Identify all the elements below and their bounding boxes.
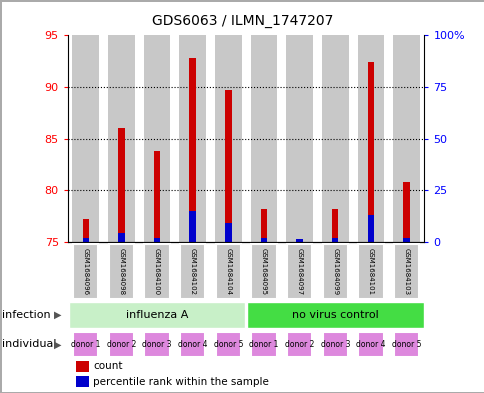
Text: no virus control: no virus control <box>291 310 378 320</box>
Bar <box>143 35 170 242</box>
Bar <box>393 332 418 357</box>
Bar <box>225 90 231 242</box>
Text: donor 5: donor 5 <box>213 340 242 349</box>
Bar <box>189 58 196 242</box>
Bar <box>108 244 134 299</box>
Bar <box>358 244 383 299</box>
Bar <box>108 332 134 357</box>
Bar <box>118 233 124 242</box>
Bar <box>403 237 409 242</box>
Bar <box>367 62 373 242</box>
Text: GSM1684103: GSM1684103 <box>403 248 408 295</box>
Bar <box>393 35 419 242</box>
Bar <box>180 244 205 299</box>
Bar <box>215 244 241 299</box>
Bar <box>214 35 241 242</box>
Bar <box>73 332 98 357</box>
Bar <box>296 239 302 242</box>
Text: donor 3: donor 3 <box>320 340 349 349</box>
Bar <box>82 219 89 242</box>
Text: GDS6063 / ILMN_1747207: GDS6063 / ILMN_1747207 <box>151 14 333 28</box>
Bar <box>144 244 169 299</box>
Text: GSM1684102: GSM1684102 <box>189 248 195 295</box>
Text: donor 2: donor 2 <box>106 340 136 349</box>
Text: donor 5: donor 5 <box>391 340 421 349</box>
Bar <box>76 361 89 372</box>
Text: ▶: ▶ <box>54 339 61 349</box>
Text: GSM1684100: GSM1684100 <box>154 248 160 295</box>
Bar <box>357 35 383 242</box>
Bar <box>296 239 302 242</box>
Bar <box>393 244 418 299</box>
Bar <box>153 151 160 242</box>
Bar <box>225 223 231 242</box>
Bar <box>358 332 383 357</box>
Text: infection: infection <box>2 310 51 320</box>
Text: ▶: ▶ <box>54 310 61 320</box>
Bar <box>251 332 276 357</box>
Bar <box>403 182 409 242</box>
Bar <box>246 302 423 327</box>
Bar <box>250 35 277 242</box>
Bar <box>82 237 89 242</box>
Text: percentile rank within the sample: percentile rank within the sample <box>93 377 269 387</box>
Bar <box>180 332 205 357</box>
Bar <box>189 211 196 242</box>
Text: donor 3: donor 3 <box>142 340 171 349</box>
Text: GSM1684099: GSM1684099 <box>332 248 337 295</box>
Bar <box>287 332 312 357</box>
Bar <box>286 35 312 242</box>
Bar <box>260 209 267 242</box>
Bar <box>68 302 245 327</box>
Text: individual: individual <box>2 339 57 349</box>
Bar <box>153 237 160 242</box>
Text: donor 4: donor 4 <box>178 340 207 349</box>
Bar <box>73 244 98 299</box>
Bar <box>76 376 89 387</box>
Bar <box>118 128 124 242</box>
Bar <box>108 35 135 242</box>
Text: donor 4: donor 4 <box>355 340 385 349</box>
Text: donor 1: donor 1 <box>249 340 278 349</box>
Bar <box>367 215 373 242</box>
Bar <box>332 237 338 242</box>
Bar <box>179 35 206 242</box>
Bar <box>322 332 347 357</box>
Bar <box>260 237 267 242</box>
Text: influenza A: influenza A <box>125 310 188 320</box>
Bar <box>322 244 347 299</box>
Bar <box>321 35 348 242</box>
Bar <box>72 35 99 242</box>
Text: donor 1: donor 1 <box>71 340 100 349</box>
Bar <box>251 244 276 299</box>
Text: GSM1684095: GSM1684095 <box>260 248 266 295</box>
Bar <box>287 244 312 299</box>
Text: GSM1684096: GSM1684096 <box>83 248 89 295</box>
Text: count: count <box>93 361 122 371</box>
Bar <box>144 332 169 357</box>
Text: GSM1684097: GSM1684097 <box>296 248 302 295</box>
Bar <box>215 332 241 357</box>
Text: donor 2: donor 2 <box>284 340 314 349</box>
Bar <box>332 209 338 242</box>
Text: GSM1684104: GSM1684104 <box>225 248 231 295</box>
Text: GSM1684098: GSM1684098 <box>118 248 124 295</box>
Text: GSM1684101: GSM1684101 <box>367 248 373 295</box>
